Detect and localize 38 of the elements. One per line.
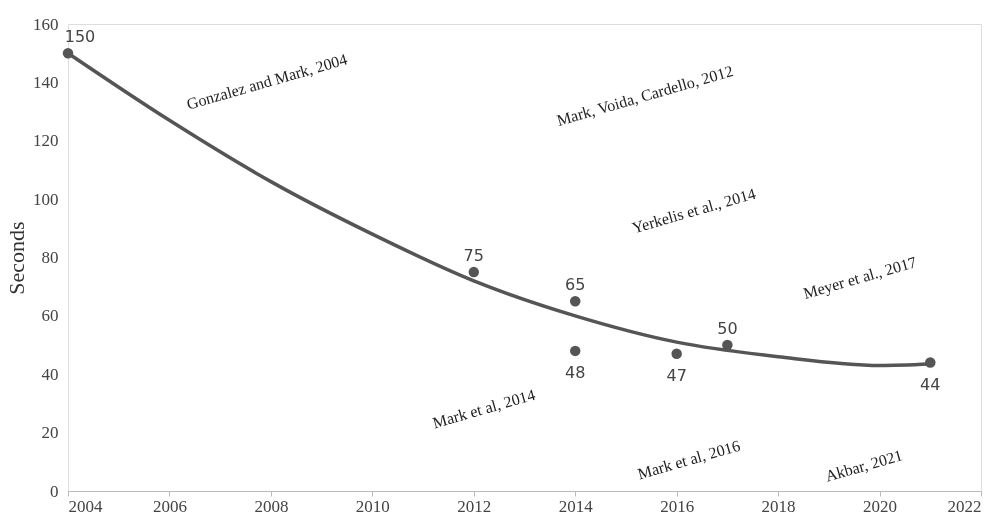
y-tick-label: 160 — [33, 14, 59, 34]
x-tick-label: 2022 — [947, 496, 982, 516]
data-label: 44 — [920, 374, 941, 394]
y-axis-title: Seconds — [4, 221, 29, 295]
point — [569, 296, 581, 307]
y-tick-label: 40 — [41, 364, 59, 384]
y-tick-label: 60 — [41, 306, 59, 326]
data-label: 50 — [717, 319, 738, 339]
y-tick-label: 0 — [50, 481, 59, 501]
point — [671, 348, 682, 360]
y-tick-label: 100 — [33, 189, 59, 209]
annotation: Meyer et al., 2017 — [801, 253, 919, 303]
data-label: 150 — [64, 27, 96, 47]
x-tick-label: 2016 — [660, 496, 695, 516]
annotation: Mark, Voida, Cardello, 2012 — [554, 62, 735, 129]
point — [569, 345, 581, 357]
annotation: Yerkelis et al., 2014 — [630, 184, 758, 237]
x-tick-label: 2018 — [761, 496, 796, 516]
x-tick-label: 2010 — [355, 496, 390, 516]
x-tick-label: 2012 — [457, 496, 492, 516]
y-tick-label: 120 — [33, 131, 59, 151]
x-tick-label: 2020 — [863, 496, 898, 516]
data-label: 48 — [565, 362, 586, 382]
annotation: Akbar, 2021 — [823, 446, 905, 485]
point — [468, 266, 480, 278]
y-tick-label: 20 — [41, 423, 59, 443]
y-tick-label: 80 — [41, 248, 59, 267]
annotation: Mark et al, 2014 — [430, 385, 538, 432]
x-tick-label: 2008 — [254, 496, 289, 516]
x-tick-label: 2004 — [68, 496, 103, 516]
data-label: 65 — [565, 275, 586, 295]
annotation: Gonzalez and Mark, 2004 — [184, 50, 350, 113]
annotation: Mark et al, 2016 — [635, 436, 743, 483]
data-label: 47 — [666, 365, 687, 385]
x-tick-label: 2014 — [558, 496, 594, 516]
x-tick-label: 2006 — [152, 496, 187, 516]
data-label: 75 — [463, 246, 484, 266]
y-tick-label: 140 — [33, 72, 59, 92]
